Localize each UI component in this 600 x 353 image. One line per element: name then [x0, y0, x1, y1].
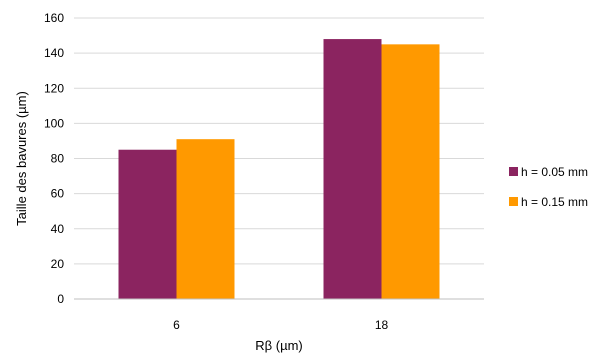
y-tick-label: 60: [51, 187, 65, 201]
bars: [118, 39, 440, 299]
y-tick-label: 40: [51, 222, 65, 236]
y-axis-title: Taille des bavures (µm): [14, 91, 29, 226]
bar-1-18: [323, 39, 382, 299]
y-tick-label: 140: [44, 46, 64, 60]
bar-2-18: [381, 44, 440, 299]
bar-1-6: [118, 149, 177, 299]
bar-2-6: [176, 139, 235, 299]
legend-swatch: [509, 197, 518, 206]
y-tick-label: 0: [57, 292, 64, 306]
x-tick-label: 6: [173, 318, 180, 332]
y-tick-label: 100: [44, 116, 64, 130]
y-tick-label: 80: [51, 152, 65, 166]
legend: h = 0.05 mm h = 0.15 mm: [509, 165, 588, 209]
legend-swatch: [509, 167, 518, 176]
y-axis-tick-labels: 0 20 40 60 80 100 120 140 160: [44, 11, 64, 306]
x-tick-label: 18: [375, 318, 389, 332]
x-axis-title: Rβ (µm): [255, 338, 302, 353]
legend-label: h = 0.15 mm: [521, 195, 588, 209]
y-tick-label: 120: [44, 81, 64, 95]
y-tick-label: 20: [51, 257, 65, 271]
x-axis-tick-labels: 6 18: [173, 318, 388, 332]
y-tick-label: 160: [44, 11, 64, 25]
legend-label: h = 0.05 mm: [521, 165, 588, 179]
